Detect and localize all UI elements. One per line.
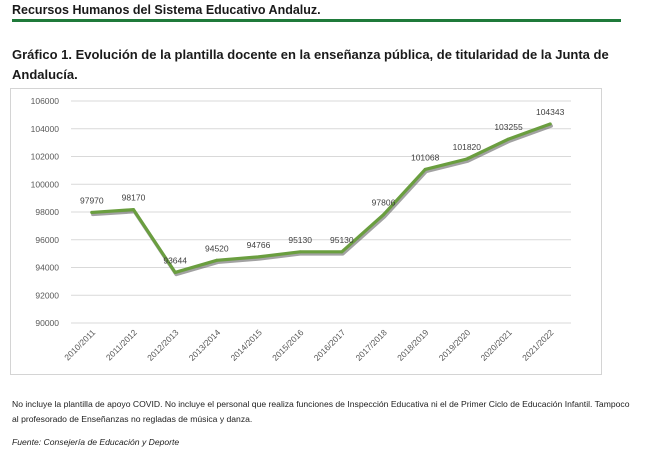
data-point (257, 255, 260, 259)
data-label: 94520 (205, 243, 229, 253)
line-chart: 90000 92000 94000 96000 98000 100000 102000 104… (31, 96, 571, 363)
x-tick-label: 2012/2013 (145, 327, 181, 363)
data-label: 101820 (453, 142, 482, 152)
y-tick-label: 92000 (35, 290, 59, 300)
data-label: 94766 (247, 240, 271, 250)
data-label: 98170 (122, 193, 146, 203)
data-label: 97970 (80, 195, 104, 205)
data-label: 93644 (163, 255, 187, 265)
data-point (173, 270, 177, 274)
data-point (132, 208, 135, 212)
data-point (423, 167, 427, 171)
x-tick-label: 2018/2019 (395, 327, 431, 363)
x-tick-label: 2019/2020 (437, 327, 473, 363)
data-point (507, 137, 510, 141)
y-tick-label: 104000 (31, 124, 60, 134)
data-label: 104343 (536, 107, 565, 117)
data-label: 101068 (411, 152, 440, 162)
y-tick-label: 94000 (35, 263, 59, 273)
x-tick-label: 2020/2021 (478, 327, 514, 363)
x-tick-label: 2017/2018 (353, 327, 389, 363)
x-tick-label: 2013/2014 (187, 327, 223, 363)
y-tick-label: 102000 (31, 152, 60, 162)
chart-title: Gráfico 1. Evolución de la plantilla doc… (12, 47, 609, 82)
header-divider (12, 19, 621, 22)
data-point (382, 213, 385, 217)
data-point (215, 258, 219, 262)
x-tick-label: 2021/2022 (520, 327, 556, 363)
data-label: 95130 (330, 235, 354, 245)
data-point (90, 210, 94, 214)
data-point (298, 250, 302, 254)
data-label: 95130 (288, 235, 312, 245)
y-tick-label: 90000 (35, 318, 59, 328)
x-tick-label: 2015/2016 (270, 327, 306, 363)
x-tick-label: 2011/2012 (104, 327, 139, 362)
series-line (90, 122, 552, 275)
x-tick-label: 2016/2017 (312, 327, 348, 363)
data-point (465, 157, 469, 161)
data-point (548, 122, 552, 126)
data-label: 97806 (372, 198, 396, 208)
footnote: No incluye la plantilla de apoyo COVID. … (12, 399, 630, 424)
chart-frame: 90000 92000 94000 96000 98000 100000 102000 104… (10, 88, 602, 375)
data-point (340, 250, 344, 254)
source-citation: Fuente: Consejería de Educación y Deport… (12, 437, 180, 447)
x-tick-label: 2010/2011 (62, 327, 97, 362)
data-label: 103255 (494, 122, 523, 132)
document-header-title: Recursos Humanos del Sistema Educativo A… (12, 3, 321, 17)
y-tick-label: 106000 (31, 96, 60, 106)
x-tick-label: 2014/2015 (228, 327, 264, 363)
y-tick-label: 98000 (35, 207, 59, 217)
y-tick-label: 100000 (31, 179, 60, 189)
y-tick-label: 96000 (35, 235, 59, 245)
